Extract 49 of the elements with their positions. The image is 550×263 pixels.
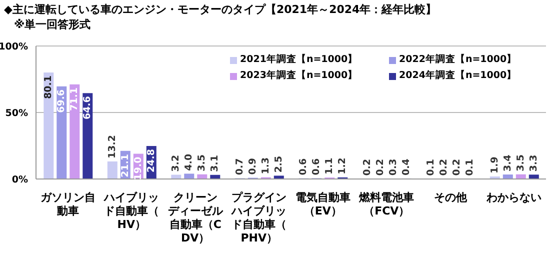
y-tick-label: 100% <box>0 41 28 52</box>
data-label: 64.6 <box>82 96 94 120</box>
legend-label: 2021年調査【n=1000】 <box>240 52 358 67</box>
x-tick-label: その他 <box>434 191 468 204</box>
chart-subtitle: ※単一回答形式 <box>13 17 92 32</box>
legend-label: 2022年調査【n=1000】 <box>399 52 517 67</box>
x-tick-label: ガソリン自動車 <box>40 191 96 218</box>
data-label: 0.4 <box>400 158 412 176</box>
data-label: 0.9 <box>247 158 258 175</box>
data-label: 71.1 <box>69 87 80 111</box>
data-label: 3.4 <box>502 154 514 172</box>
data-label: 0.6 <box>311 158 322 176</box>
data-label: 0.1 <box>426 159 437 176</box>
data-label: 0.2 <box>374 158 386 176</box>
data-label: 0.3 <box>388 158 399 176</box>
data-label: 0.2 <box>452 158 463 176</box>
data-label: 80.1 <box>43 75 54 99</box>
legend-label: 2023年調査【n=1000】 <box>240 68 358 83</box>
data-label: 0.1 <box>464 159 476 176</box>
data-label: 1.3 <box>260 157 272 174</box>
y-tick-label: 50% <box>5 108 28 119</box>
data-label: 13.2 <box>106 134 118 158</box>
data-label: 69.6 <box>56 89 68 113</box>
data-label: 21.1 <box>120 154 131 178</box>
legend-label: 2024年調査【n=1000】 <box>399 68 517 83</box>
data-label: 3.1 <box>210 155 221 172</box>
x-tick-label: わからない <box>486 191 542 204</box>
data-label: 0.7 <box>234 158 246 176</box>
data-label: 0.2 <box>438 158 450 176</box>
x-tick-label: 燃料電池車（FCV） <box>358 191 414 218</box>
x-tick-label: 電気自動車（EV） <box>295 191 350 218</box>
data-label: 3.5 <box>196 154 208 172</box>
data-label: 1.2 <box>337 158 348 174</box>
data-label: 4.0 <box>184 153 195 171</box>
data-label: 3.3 <box>528 154 540 172</box>
data-label: 2.5 <box>273 156 284 173</box>
data-label: 0.2 <box>362 158 373 176</box>
data-label: 1.9 <box>489 156 500 174</box>
x-tick-label: プラグインハイブリッド自動車（PHV） <box>230 191 287 244</box>
data-label: 3.5 <box>515 154 526 172</box>
x-tick-label: クリーンディーゼル自動車（CDV） <box>168 191 224 244</box>
data-label: 1.1 <box>324 158 336 175</box>
data-label: 24.8 <box>146 148 157 172</box>
data-label: 3.2 <box>170 154 182 172</box>
data-label: 0.6 <box>298 158 310 176</box>
y-tick-label: 0% <box>12 174 28 186</box>
x-tick-label: ハイブリッド自動車（HV） <box>103 191 160 231</box>
chart-title: ◆主に運転している車のエンジン・モーターのタイプ【2021年～2024年：経年比較】 <box>4 2 437 17</box>
data-label: 19.0 <box>132 156 144 180</box>
